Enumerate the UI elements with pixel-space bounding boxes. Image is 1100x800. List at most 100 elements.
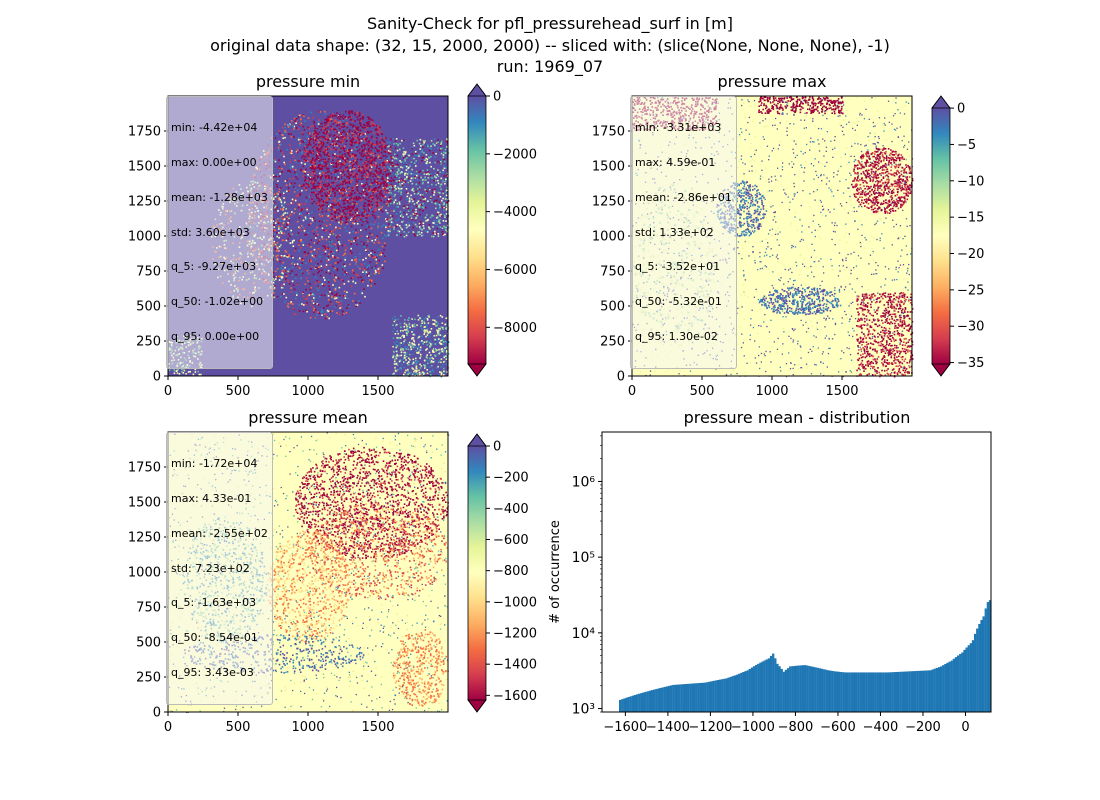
colorbar-tick-label: −10 [957,174,984,189]
histogram-bar [746,670,749,712]
histogram-bar [812,666,815,712]
colorbar-tick-label: −1200 [493,626,537,641]
histogram-bar [676,684,679,712]
colorbar-extend-min [931,363,951,377]
histogram-bar [619,699,622,712]
stat-line: min: -3.31e+03 [635,121,722,135]
histogram-bar [774,658,777,712]
histogram-bar [752,666,756,712]
y-tick-label: 500 [600,300,625,315]
histogram-bar [969,643,973,712]
y-tick-label: 1500 [128,496,161,511]
y-tick-label: 1250 [128,195,161,210]
histogram-bar [931,669,934,712]
histogram-bar [623,698,626,712]
histogram-bar [857,672,860,712]
histogram-bar [799,665,802,712]
histogram-bar [973,633,977,712]
y-tick-label: 750 [136,601,161,616]
histogram-bar [859,672,862,712]
colorbar-tick-label: −20 [957,247,984,262]
histogram-bar [772,653,775,712]
histogram-bar [880,672,883,712]
y-tick-label: 1000 [592,230,625,245]
histogram-bar [869,672,873,712]
x-tick-label: 0 [961,720,969,735]
histogram-bars [619,448,995,712]
histogram-bar [976,628,979,712]
histogram-bar [971,640,975,712]
histogram-bar [682,684,686,712]
x-tick-label: 500 [226,720,251,735]
histogram-bar [920,670,924,712]
histogram-bar [638,693,641,712]
histogram-bar [803,665,807,712]
y-tick-label: 1250 [128,531,161,546]
histogram-bar [927,670,930,712]
histogram-bar [993,448,995,712]
histogram-bar [965,647,968,712]
map-speckle [758,286,842,316]
histogram-bar [721,679,724,712]
stat-line: min: -1.72e+04 [171,457,258,471]
panel-min-title: pressure min [255,72,361,91]
histogram-bar [748,668,751,712]
y-tick-label: 1250 [592,195,625,210]
histogram-bar [825,669,828,712]
histogram-bar [633,694,637,712]
histogram-bar [844,672,847,712]
colorbar-tick-label: −8000 [493,321,537,336]
histogram-bar [908,671,911,712]
map-speckle [392,314,450,378]
histogram-bar [723,678,726,712]
figure-title-line-2: original data shape: (32, 15, 2000, 2000… [210,36,890,55]
map-speckle [302,110,394,224]
histogram-bar [895,671,898,712]
histogram-bar [829,670,832,712]
panel-max-stats: min: -3.31e+03 max: 4.59e-01 mean: -2.86… [630,96,737,369]
histogram-bar [670,685,673,712]
histogram-bar [905,671,909,712]
colorbar-tick-label: −15 [957,211,984,226]
colorbar-tick-label: −600 [493,533,529,548]
colorbar-tick-label: 0 [493,90,501,105]
histogram-bar [657,688,660,712]
histogram-bar [891,672,894,712]
colorbar-outline [931,95,951,377]
y-tick-label: 1750 [128,125,161,140]
histogram-bar [899,671,902,712]
panel-max-title: pressure max [717,72,827,91]
histogram-bar [684,683,688,712]
histogram-bar [750,667,754,712]
histogram-bar [827,670,830,712]
histogram-bar [661,687,664,712]
histogram-bar [897,671,900,712]
x-tick-label: −200 [905,720,941,735]
histogram-bar [831,670,834,712]
histogram-bar [893,672,896,712]
histogram-bar [961,652,964,712]
histogram-bar [863,672,866,712]
colorbar-tick-label: −1600 [493,689,537,704]
histogram-bar [665,686,669,712]
histogram-bar [925,670,928,712]
histogram-bar [886,672,890,712]
histogram-bar [667,685,671,712]
histogram-bar [699,682,703,712]
histogram-bar [653,689,656,712]
y-tick-label: 250 [136,671,161,686]
colorbar-tick-label: −400 [493,502,529,517]
histogram-bar [884,672,887,712]
map-speckle [856,292,914,378]
histogram-bar [695,683,698,712]
y-tick-label: 0 [153,370,161,385]
stat-line: max: 4.33e-01 [171,491,252,505]
histogram-bar [759,662,762,712]
stat-line: q_5: -1.63e+03 [171,596,257,610]
histogram-frame [601,431,992,713]
colorbar-tick-label: 0 [493,440,501,455]
histogram-bar [706,682,709,712]
figure-title-line-1: Sanity-Check for pfl_pressurehead_surf i… [367,14,733,33]
histogram-bar [835,671,839,712]
histogram-bar [735,674,739,712]
